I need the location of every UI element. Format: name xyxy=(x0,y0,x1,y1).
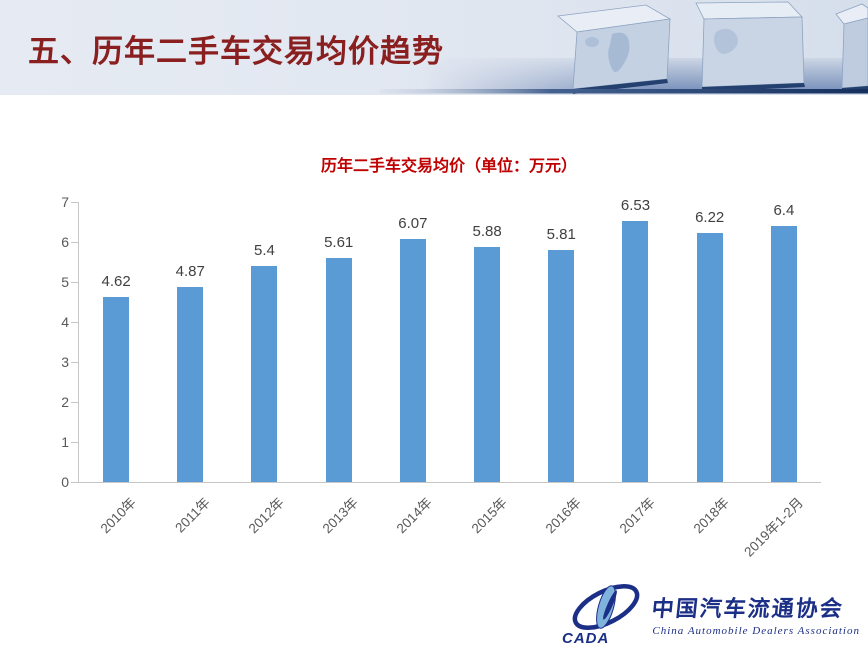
bar xyxy=(399,239,426,482)
x-axis-label: 2011年 xyxy=(172,494,213,536)
bar-slot: 5.81 2016年 xyxy=(524,202,598,537)
bar-slot: 5.4 2012年 xyxy=(227,202,301,536)
bar xyxy=(548,249,575,482)
bar xyxy=(474,246,501,482)
y-axis-label: 2 xyxy=(61,394,69,410)
bar-slot: 5.88 2015年 xyxy=(450,202,524,536)
bar-value-label: 6.53 xyxy=(620,196,651,214)
cubes-decoration xyxy=(0,0,868,95)
bar xyxy=(325,257,352,482)
bar-value-label: 6.07 xyxy=(398,215,428,233)
chart-title: 历年二手车交易均价（单位：万元） xyxy=(320,158,577,175)
bar-value-label: 5.81 xyxy=(546,225,576,243)
bar-chart-plot-area: 0 1 2 3 4 5 6 7 4.62 2010年 4.87 2011年 5.4 2012年 5.61 20… xyxy=(61,194,821,560)
x-axis-label: 2019年1-2月 xyxy=(741,494,807,560)
bar xyxy=(622,220,649,482)
cube-left xyxy=(557,4,672,94)
bar xyxy=(770,226,797,482)
bar-value-label: 5.61 xyxy=(324,233,354,251)
y-axis-tick xyxy=(71,361,78,363)
y-axis-label: 0 xyxy=(61,474,69,490)
bar-value-label: 6.4 xyxy=(773,202,795,219)
cada-logo: CADA 中国汽车流通协会 China Automobile Dealers A… xyxy=(560,582,860,646)
logo-text: 中国汽车流通协会 China Automobile Dealers Associ… xyxy=(650,591,860,637)
y-axis-label: 6 xyxy=(61,234,69,250)
cada-acronym: CADA xyxy=(562,630,609,646)
bar-value-label: 5.88 xyxy=(472,222,502,240)
header-underline xyxy=(380,89,868,94)
bar-slot: 6.22 2018年 xyxy=(673,202,747,536)
x-axis-label: 2018年 xyxy=(690,494,733,537)
bar-slot: 6.4 2019年1-2月 xyxy=(742,202,821,560)
logo-name-en: China Automobile Dealers Association xyxy=(652,625,860,637)
x-axis-label: 2013年 xyxy=(319,494,362,537)
y-axis-tick xyxy=(71,481,78,483)
x-axis-label: 2012年 xyxy=(245,494,287,537)
page-title: 五、历年二手车交易均价趋势 xyxy=(28,34,444,69)
bar-value-label: 4.62 xyxy=(101,273,131,291)
y-axis-tick xyxy=(71,241,78,243)
x-axis-label: 2015年 xyxy=(468,494,510,537)
y-axis-label: 1 xyxy=(61,434,69,450)
bar-slot: 6.53 2017年 xyxy=(598,197,672,536)
y-axis-tick xyxy=(71,201,78,203)
cube-middle xyxy=(695,1,805,92)
logo-name-cn: 中国汽车流通协会 xyxy=(650,596,846,621)
bar-value-label: 4.87 xyxy=(175,263,205,281)
x-axis-label: 2017年 xyxy=(616,494,658,537)
bar-slot: 4.62 2010年 xyxy=(79,202,153,536)
bar xyxy=(103,297,130,482)
chart: 历年二手车交易均价（单位：万元） 0 1 2 3 4 5 6 7 4.62 2010年 4.87 20… xyxy=(0,140,868,570)
y-axis-label: 7 xyxy=(61,194,69,210)
x-axis-label: 2014年 xyxy=(393,494,436,537)
bar xyxy=(696,233,723,482)
bar-value-label: 6.22 xyxy=(695,209,725,227)
bar-slot: 6.07 2014年 xyxy=(376,202,450,536)
x-axis-label: 2010年 xyxy=(97,494,139,537)
y-axis-tick xyxy=(71,441,78,443)
bar-slot: 4.87 2011年 xyxy=(153,202,227,535)
y-axis-tick xyxy=(71,321,78,323)
y-axis-label: 3 xyxy=(61,354,69,370)
bar-slot: 5.61 2013年 xyxy=(302,202,376,537)
y-axis-label: 4 xyxy=(61,314,69,330)
bar-value-label: 5.4 xyxy=(254,242,275,259)
bar xyxy=(251,266,278,482)
x-axis-label: 2016年 xyxy=(542,494,584,537)
header: 五、历年二手车交易均价趋势 xyxy=(0,0,868,95)
cada-emblem-icon: CADA xyxy=(562,584,640,646)
y-axis-tick xyxy=(71,281,78,283)
y-axis-tick xyxy=(71,401,78,403)
y-axis-label: 5 xyxy=(61,274,69,290)
bar xyxy=(177,287,204,482)
